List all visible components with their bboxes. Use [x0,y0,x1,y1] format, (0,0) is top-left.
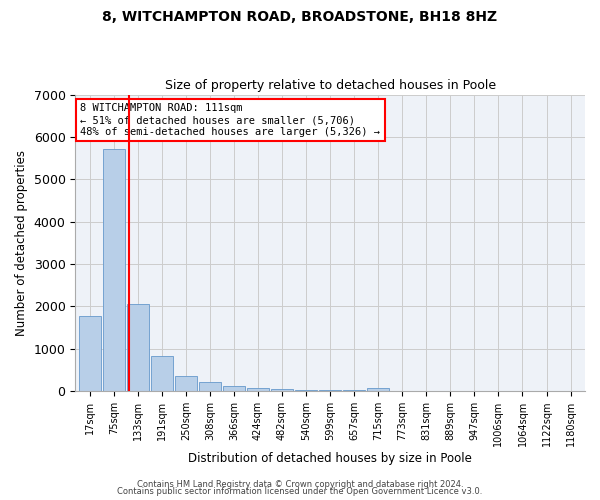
Bar [103,149,125,391]
Text: 8 WITCHAMPTON ROAD: 111sqm
← 51% of detached houses are smaller (5,706)
48% of s: 8 WITCHAMPTON ROAD: 111sqm ← 51% of deta… [80,104,380,136]
Bar [367,388,389,391]
Bar [79,316,101,391]
Bar [271,388,293,391]
Title: Size of property relative to detached houses in Poole: Size of property relative to detached ho… [164,79,496,92]
X-axis label: Distribution of detached houses by size in Poole: Distribution of detached houses by size … [188,452,472,465]
Bar [343,390,365,391]
Text: 8, WITCHAMPTON ROAD, BROADSTONE, BH18 8HZ: 8, WITCHAMPTON ROAD, BROADSTONE, BH18 8H… [103,10,497,24]
Text: Contains HM Land Registry data © Crown copyright and database right 2024.: Contains HM Land Registry data © Crown c… [137,480,463,489]
Bar [223,386,245,391]
Bar [151,356,173,391]
Text: Contains public sector information licensed under the Open Government Licence v3: Contains public sector information licen… [118,487,482,496]
Bar [319,390,341,391]
Bar [127,304,149,391]
Bar [247,388,269,391]
Bar [295,390,317,391]
Bar [175,376,197,391]
Bar [199,382,221,391]
Y-axis label: Number of detached properties: Number of detached properties [15,150,28,336]
